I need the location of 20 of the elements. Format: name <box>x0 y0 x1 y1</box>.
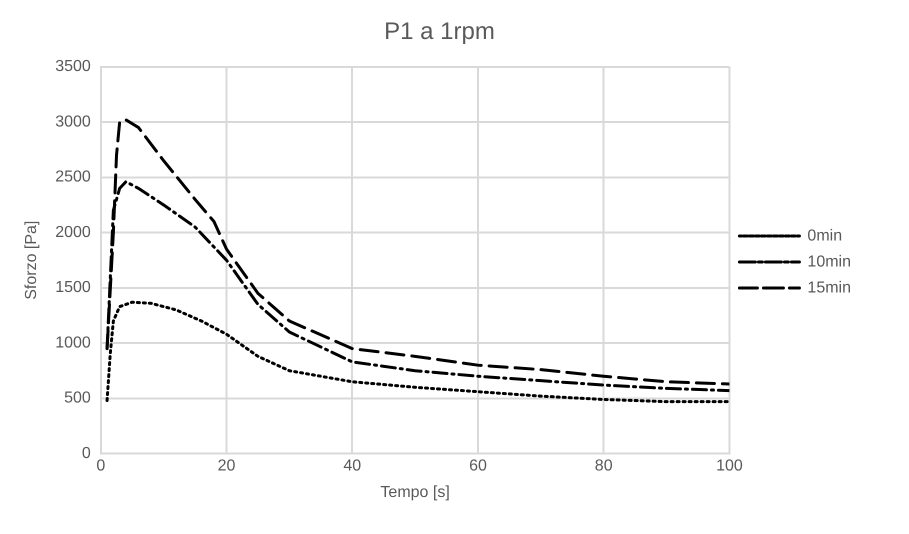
y-tick-label: 2000 <box>55 224 91 241</box>
x-axis-title: Tempo [s] <box>380 484 450 501</box>
x-tick-label: 0 <box>96 458 106 475</box>
x-tick-label: 100 <box>716 458 743 475</box>
chart-title: P1 a 1rpm <box>384 18 495 46</box>
y-axis-title: Sforzo [Pa] <box>23 220 40 300</box>
y-tick-label: 2500 <box>55 168 91 186</box>
legend-label: 15min <box>807 279 851 296</box>
y-tick-label: 3500 <box>55 58 91 76</box>
x-tick-label: 80 <box>594 458 613 475</box>
y-tick-label: 1500 <box>55 279 91 296</box>
y-tick-label: 3000 <box>55 113 91 130</box>
legend-label: 10min <box>807 253 851 270</box>
legend-label: 0min <box>807 227 842 244</box>
y-tick-label: 0 <box>82 445 91 462</box>
y-tick-label: 500 <box>64 390 91 407</box>
x-tick-label: 40 <box>343 458 362 475</box>
y-tick-label: 1000 <box>55 334 91 352</box>
x-tick-label: 60 <box>469 458 487 475</box>
x-tick-label: 20 <box>218 458 236 475</box>
